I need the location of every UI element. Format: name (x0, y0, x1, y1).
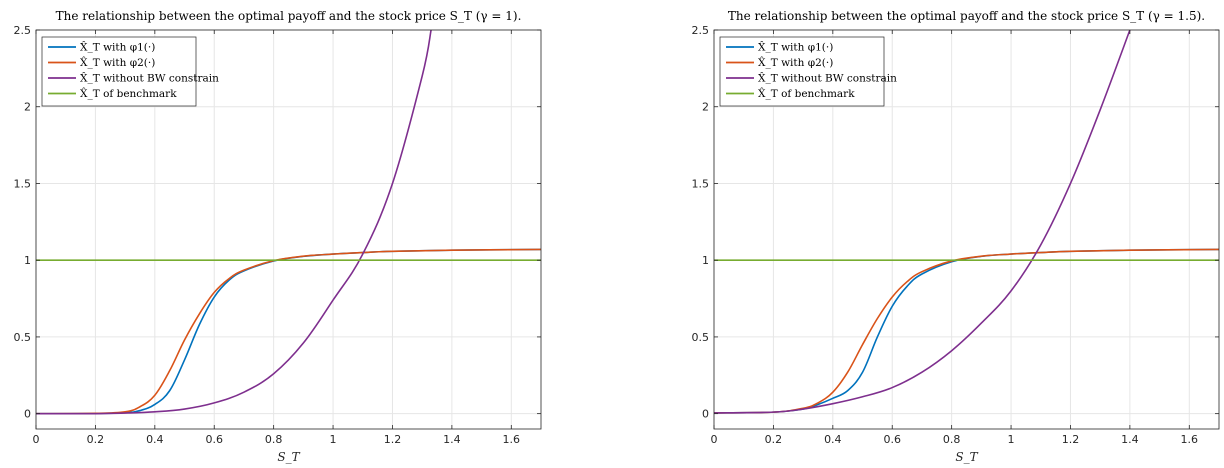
x-tick-label: 1 (330, 433, 337, 446)
y-tick-label: 2.5 (692, 24, 710, 37)
x-tick-label: 1.4 (443, 433, 461, 446)
x-tick-label: 1.6 (1181, 433, 1199, 446)
legend-label-1: X̂_T with φ1(·) (80, 41, 155, 54)
legend-label-4: X̂_T of benchmark (80, 87, 177, 100)
series-group (36, 30, 541, 415)
x-tick-label: 1.6 (503, 433, 521, 446)
axes-box (35, 29, 542, 430)
legend-label-3: X̂_T without BW constrain (80, 72, 219, 85)
y-tick-label: 0.5 (692, 331, 710, 344)
legend-box (41, 36, 197, 107)
legend-label-3: X̂_T without BW constrain (758, 72, 897, 85)
legend: X̂_T with φ1(·) X̂_T with φ2(·) X̂_T witho… (41, 36, 219, 107)
legend-label-2: X̂_T with φ2(·) (80, 56, 155, 69)
y-tick-label: 2 (702, 101, 709, 114)
chart-title: The relationship between the optimal pay… (728, 9, 1205, 23)
chart-panel-gamma-1: 0 0.2 0.4 0.6 0.8 1 1.2 1.4 1.6 0 0.5 1 1.5 2 2.5 The r… (14, 9, 542, 464)
x-tick-label: 0.8 (265, 433, 283, 446)
x-tick-label: 1.4 (1121, 433, 1139, 446)
x-tick-label: 0.4 (146, 433, 164, 446)
x-axis-label: S_T (277, 450, 300, 464)
y-tick-label: 1.5 (692, 177, 710, 190)
x-tick-label: 1.2 (384, 433, 402, 446)
chart-title: The relationship between the optimal pay… (56, 9, 522, 23)
x-tick-label: 0.6 (883, 433, 901, 446)
series-line-2 (36, 248, 541, 415)
x-tick-label: 0.2 (765, 433, 783, 446)
x-axis-label: S_T (955, 450, 978, 464)
axes-box (713, 29, 1220, 430)
x-tick-label: 1 (1008, 433, 1015, 446)
series-group (714, 30, 1219, 414)
series-line-2 (714, 248, 1219, 414)
x-tick-label: 1.2 (1062, 433, 1080, 446)
x-tick-label: 0.2 (87, 433, 105, 446)
legend-box (719, 36, 885, 107)
chart-panel-gamma-1-5: 0 0.2 0.4 0.6 0.8 1 1.2 1.4 1.6 0 0.5 1 1.5 2 2.5 The r… (692, 9, 1220, 464)
y-tick-label: 1.5 (14, 177, 32, 190)
y-tick-label: 0 (702, 408, 709, 421)
y-tick-label: 0 (24, 408, 31, 421)
series-line-3 (36, 30, 432, 415)
legend-label-1: X̂_T with φ1(·) (758, 41, 833, 54)
x-tick-label: 0.8 (943, 433, 961, 446)
x-tick-label: 0.6 (205, 433, 223, 446)
legend-label-2: X̂_T with φ2(·) (758, 56, 833, 69)
y-tick-label: 0.5 (14, 331, 32, 344)
x-tick-label: 0 (33, 433, 40, 446)
series-line-3 (714, 30, 1131, 414)
y-tick-label: 2 (24, 101, 31, 114)
legend: X̂_T with φ1(·) X̂_T with φ2(·) X̂_T witho… (719, 36, 897, 107)
legend-label-4: X̂_T of benchmark (758, 87, 855, 100)
y-tick-label: 1 (24, 254, 31, 267)
x-tick-label: 0 (711, 433, 718, 446)
y-tick-label: 1 (702, 254, 709, 267)
x-tick-label: 0.4 (824, 433, 842, 446)
y-tick-label: 2.5 (14, 24, 32, 37)
